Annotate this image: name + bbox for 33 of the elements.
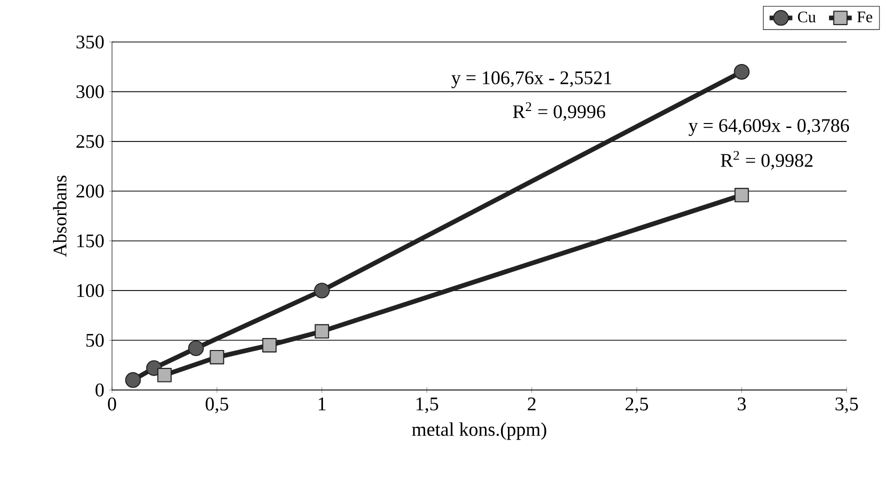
x-tick-label: 3,5 [836,398,858,414]
y-tick-label: 350 [76,36,104,48]
point [734,64,750,80]
point [262,338,277,352]
x-tick-label: 3 [738,398,746,410]
annotation: y = 64,609x - 0,3786 [688,119,850,136]
point [125,372,141,388]
y-tick-label: 100 [77,284,104,298]
annotation: R$^{2}$ = 0,9982 [720,150,812,170]
x-tick-label: 0 [108,398,116,410]
annotation: R$^{2}$ = 0,9996 [512,102,606,121]
x-tick-label: 0,5 [206,398,228,414]
y-tick-label: 250 [76,134,104,148]
point [188,340,204,356]
annotation: y = 106,76x - 2,5521 [451,71,612,88]
legend-label: Fe [857,12,872,22]
y-tick-label: 150 [77,234,104,248]
y-tick-label: 0 [96,384,104,396]
y-tick-label: 200 [76,184,104,198]
x-tick-label: 1 [318,398,326,410]
y-tick-label: 300 [76,85,104,98]
point [734,188,749,202]
y-tick-label: 50 [86,334,104,347]
x-tick-label: 2,5 [626,398,648,414]
point [314,282,330,298]
x-tick-label: 1,5 [416,398,438,414]
point [314,324,330,339]
point [157,368,172,382]
x-tick-label: 2 [528,398,536,410]
point [210,350,224,364]
y-axis-title: Absorbans [52,176,66,257]
legend-label: Cu [798,12,816,22]
x-axis-title: metal kons.(ppm) [412,422,546,440]
